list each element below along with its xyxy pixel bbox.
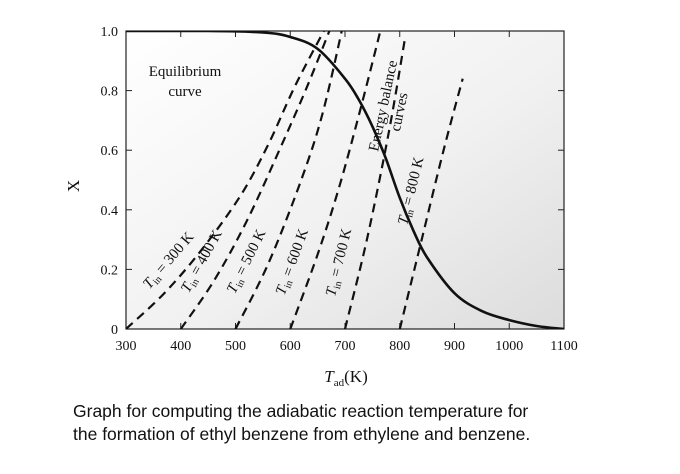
x-tick-label: 300 [116,339,137,354]
x-tick-label: 1100 [550,339,577,354]
equilibrium-curve-label: Equilibrium curve [149,64,222,100]
svg-text:curve: curve [168,84,202,100]
y-tick-label: 1.0 [101,25,119,40]
x-tick-label: 400 [170,339,191,354]
x-tick-label: 500 [225,339,246,354]
y-tick-label: 0.2 [101,263,119,278]
y-tick-label: 0 [111,323,118,338]
x-tick-label: 800 [389,339,410,354]
y-tick-label: 0.8 [101,85,119,100]
x-tick-label: 1000 [495,339,523,354]
energy-balance-curve-tin-300 [126,31,326,329]
x-tick-label: 900 [444,339,465,354]
x-tick-label: 700 [335,339,356,354]
energy-balance-curve-tin-400 [179,31,331,329]
y-axis-title: X [64,180,83,192]
equilibrium-curve [126,31,564,329]
energy-balance-curves [126,31,464,329]
svg-text:Equilibrium: Equilibrium [149,64,222,80]
x-tick-labels: 300 400 500 600 700 800 900 1000 1100 [116,339,578,354]
y-tick-labels: 0 0.2 0.4 0.6 0.8 1.0 [101,25,119,338]
figure-caption: Graph for computing the adiabatic reacti… [73,400,673,446]
caption-line-2: the formation of ethyl benzene from ethy… [73,424,531,444]
y-tick-label: 0.4 [101,204,119,219]
y-tick-label: 0.6 [101,144,119,159]
caption-line-1: Graph for computing the adiabatic reacti… [73,401,529,421]
energy-balance-curve-tin-500 [234,31,343,329]
energy-balance-curve-tin-600 [289,31,382,329]
energy-balance-curve-tin-800 [398,78,464,329]
adiabatic-temperature-chart: 300 400 500 600 700 800 900 1000 1100 0 0.2 0.4 0.6… [64,25,578,389]
x-tick-label: 600 [280,339,301,354]
svg-text:curves: curves [388,91,412,133]
x-axis-title: Tad(K) [324,367,367,389]
